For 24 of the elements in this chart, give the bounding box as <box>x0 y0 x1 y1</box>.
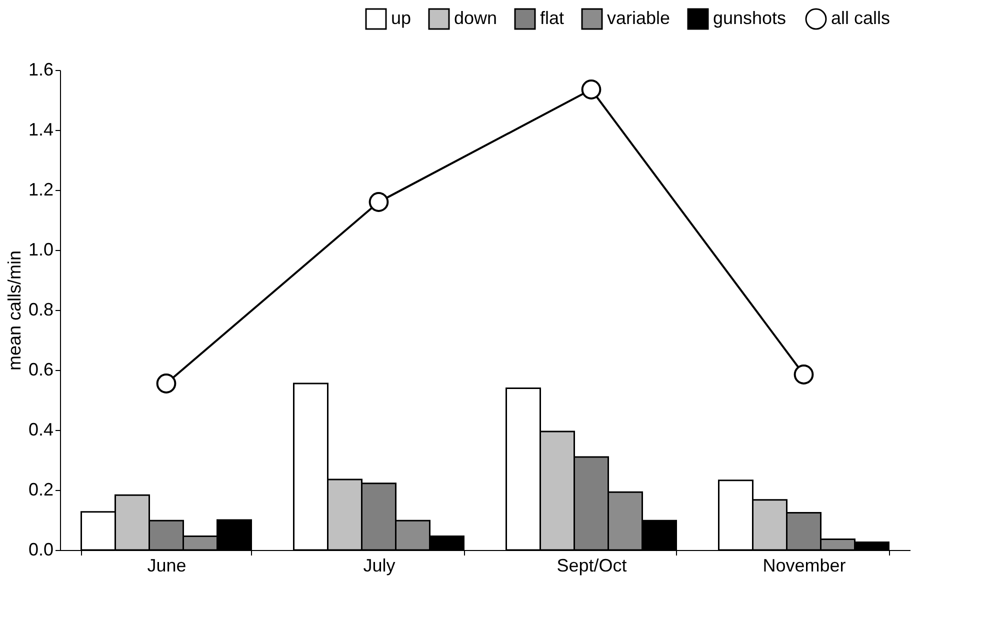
y-tick-label: 1.0 <box>28 240 54 260</box>
point <box>156 374 176 394</box>
x-tick-label: June <box>147 556 186 576</box>
legend-label: up <box>391 8 412 28</box>
y-tick-label: 1.2 <box>28 180 54 200</box>
legend-label: gunshots <box>713 8 786 28</box>
y-axis-title: mean calls/min <box>4 250 24 371</box>
point <box>581 80 602 100</box>
y-tick-label: 0.8 <box>28 300 54 320</box>
y-tick-label: 0.2 <box>28 480 54 500</box>
legend-label: variable <box>607 8 670 28</box>
x-tick-label: Sept/Oct <box>556 556 627 576</box>
y-tick-label: 0.6 <box>28 360 54 380</box>
legend-label: flat <box>540 8 564 28</box>
y-tick-label: 1.4 <box>28 120 54 140</box>
point <box>794 364 814 384</box>
y-tick-label: 0.4 <box>28 420 54 440</box>
point <box>368 192 389 212</box>
legend-label: down <box>454 8 498 28</box>
legend-label: all calls <box>831 8 890 28</box>
y-tick-label: 0.0 <box>28 540 54 560</box>
x-tick-label: November <box>762 556 846 576</box>
y-tick-label: 1.6 <box>28 60 54 80</box>
x-tick-label: July <box>363 556 396 576</box>
